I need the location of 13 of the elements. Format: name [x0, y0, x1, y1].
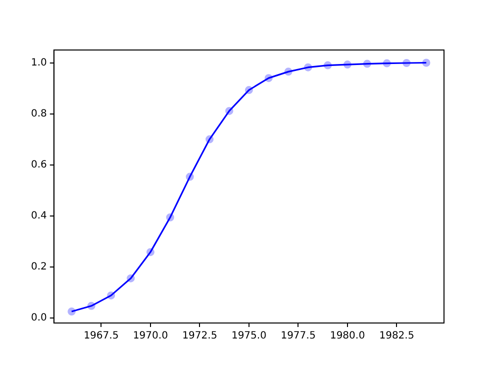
- x-tick-label: 1975.0: [231, 330, 266, 342]
- x-tick-label: 1982.5: [379, 330, 414, 342]
- y-tick-label: 0.0: [30, 312, 47, 324]
- y-tick-label: 0.2: [30, 261, 47, 272]
- x-tick-label: 1977.5: [280, 330, 316, 342]
- y-tick-label: 0.4: [30, 210, 47, 222]
- y-tick-label: 1.0: [30, 57, 47, 68]
- y-tick-label: 0.6: [30, 159, 47, 170]
- x-tick-label: 1967.5: [84, 330, 119, 342]
- x-tick-label: 1980.0: [330, 330, 365, 342]
- x-tick-label: 1970.0: [132, 330, 168, 342]
- x-tick-label: 1972.5: [182, 330, 218, 342]
- y-tick-label: 0.8: [30, 108, 47, 120]
